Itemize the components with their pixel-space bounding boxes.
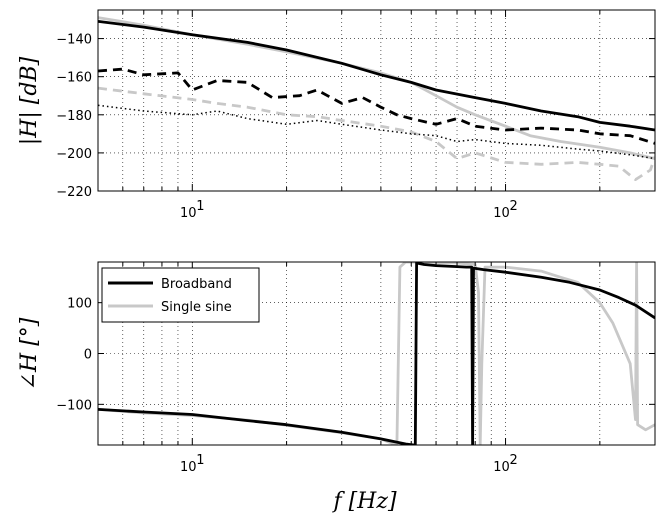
y-tick-label: −220 [56,185,92,200]
legend-box [101,267,260,323]
phase-grid [97,262,656,445]
y-tick-label: −160 [56,71,92,86]
y-tick-label: 100 [67,297,92,312]
x-tick-exponent: 1 [196,453,204,468]
phase-series [98,262,655,445]
magnitude-axes-frame [97,9,656,192]
phase-x-tick-labels: 10 1 10 2 [180,453,518,475]
x-axis-label: f [Hz] [331,489,396,514]
y-tick-label: −200 [56,147,92,162]
phase-ticks [97,262,656,445]
y-tick-label: −180 [56,109,92,124]
legend-label-single-sine: Single sine [161,300,232,315]
magnitude-series-dashed-gray [98,86,655,182]
y-tick-label: 0 [84,348,92,363]
magnitude-y-axis-label: |H| [dB] [17,56,42,145]
x-tick-label: 10 [180,206,197,221]
legend: Broadband Single sine [101,267,260,323]
x-tick-label: 10 [493,206,510,221]
y-tick-label: −140 [56,33,92,48]
magnitude-ticks [97,10,656,192]
phase-series-broadband [98,262,655,445]
phase-y-tick-labels: 100 0 −100 [56,297,92,414]
phase-y-axis-label: ∠H [°] [17,317,42,390]
magnitude-series [98,16,655,182]
magnitude-x-tick-labels: 10 1 10 2 [180,199,518,221]
magnitude-y-tick-labels: −140 −160 −180 −200 −220 [56,33,92,200]
y-tick-label: −100 [56,398,92,413]
magnitude-series-broadband [98,20,655,132]
x-tick-label: 10 [180,460,197,475]
magnitude-subplot: −140−160−180−200−220 10 1 10 2 |H| [dB] [17,9,656,221]
x-tick-exponent: 2 [510,453,518,468]
legend-label-broadband: Broadband [161,277,232,292]
x-tick-label: 10 [493,460,510,475]
x-tick-exponent: 1 [196,199,204,214]
x-tick-exponent: 2 [510,199,518,214]
